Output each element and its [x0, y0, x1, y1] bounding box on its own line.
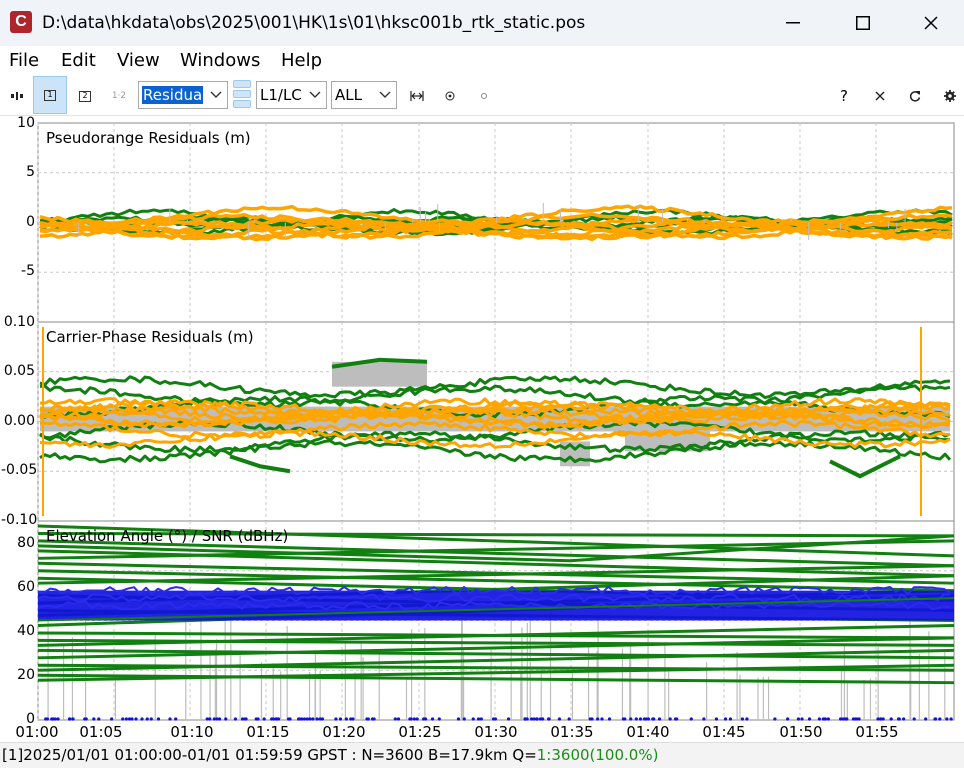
elevation-snr-series	[37, 524, 955, 721]
xtick-label: 01:40	[626, 723, 670, 741]
window-title: D:\data\hkdata\obs\2025\001\HK\1s\01\hks…	[42, 13, 586, 33]
panel-title-elevation-snr: Elevation Angle (°) / SNR (dBHz)	[46, 527, 289, 545]
xtick-label: 01:30	[474, 723, 518, 741]
menu-edit[interactable]: Edit	[61, 50, 96, 71]
gear-icon	[944, 90, 956, 102]
plot-1-label: 1	[44, 89, 56, 101]
ytick-label: -0.05	[1, 462, 38, 478]
xtick-label: 01:15	[246, 723, 290, 741]
maximize-button[interactable]	[828, 0, 898, 46]
plot-2-button[interactable]: 2	[72, 80, 98, 112]
status-text: [1]2025/01/01 01:00:00-01/01 01:59:59 GP…	[2, 746, 537, 764]
frequency-select[interactable]: L1/LC	[256, 81, 327, 109]
settings-button[interactable]	[937, 80, 963, 112]
ytick-label: 80	[17, 535, 35, 551]
plot-2-label: 2	[79, 90, 91, 102]
panel-title-pseudorange: Pseudorange Residuals (m)	[46, 129, 251, 147]
chevron-down-icon	[379, 91, 391, 98]
menu-bar: File Edit View Windows Help	[0, 46, 964, 76]
fit-horizontal-button[interactable]	[404, 80, 430, 112]
plot-area[interactable]: Pseudorange Residuals (m) Carrier-Phase …	[0, 115, 964, 742]
plot-1-button[interactable]: 1	[33, 76, 67, 114]
chevron-down-icon	[309, 91, 321, 98]
minimize-icon	[786, 22, 800, 24]
panel-title-carrier-phase: Carrier-Phase Residuals (m)	[46, 328, 254, 346]
status-bar: [1]2025/01/01 01:00:00-01/01 01:59:59 GP…	[0, 742, 964, 768]
show-points-button[interactable]	[471, 80, 497, 112]
maximize-icon	[856, 16, 870, 30]
target-icon	[445, 91, 455, 101]
xtick-label: 01:45	[702, 723, 746, 741]
pseudorange-series	[39, 203, 953, 242]
title-bar: C D:\data\hkdata\obs\2025\001\HK\1s\01\h…	[0, 0, 964, 46]
reload-icon	[909, 91, 921, 102]
xtick-label: 01:55	[855, 723, 899, 741]
ytick-label: -5	[21, 263, 35, 279]
fit-horizontal-icon	[410, 91, 424, 101]
toolbar: 1 2 1·2 Residua L1/LC ALL ?	[0, 76, 964, 116]
ytick-label: 5	[26, 164, 35, 180]
ytick-label: 60	[17, 579, 35, 595]
reload-button[interactable]	[902, 80, 928, 112]
xtick-label: 01:35	[550, 723, 594, 741]
connect-button[interactable]	[4, 80, 30, 112]
satellite-select[interactable]: ALL	[331, 81, 397, 109]
ytick-label: 0	[26, 711, 35, 727]
close-button[interactable]	[896, 0, 964, 46]
menu-view[interactable]: View	[117, 50, 160, 71]
ytick-label: 40	[17, 623, 35, 639]
ytick-label: 0.10	[3, 314, 35, 330]
close-icon	[924, 16, 938, 30]
plot-type-value: Residua	[142, 86, 204, 104]
ytick-label: 20	[17, 667, 35, 683]
center-origin-button[interactable]	[437, 80, 463, 112]
close-icon	[875, 91, 885, 101]
help-button[interactable]: ?	[831, 80, 857, 112]
ytick-label: 10	[17, 115, 35, 131]
ytick-label: 0.05	[3, 363, 35, 379]
connect-icon	[11, 92, 23, 100]
xtick-label: 01:05	[79, 723, 123, 741]
carrier-phase-series	[39, 326, 952, 517]
plot-layout-toggle[interactable]	[233, 80, 251, 110]
xtick-label: 01:25	[398, 723, 442, 741]
xtick-label: 01:50	[779, 723, 823, 741]
xtick-label: 01:20	[322, 723, 366, 741]
ytick-label: 0	[26, 214, 35, 230]
menu-file[interactable]: File	[9, 50, 40, 71]
ytick-label: 0.00	[3, 413, 35, 429]
quality-text: 1:3600(100.0%)	[536, 746, 659, 764]
residual-plot-canvas[interactable]	[0, 116, 964, 742]
minimize-button[interactable]	[758, 0, 828, 46]
ytick-label: -0.10	[1, 512, 38, 528]
satellite-value: ALL	[335, 86, 362, 104]
menu-windows[interactable]: Windows	[180, 50, 261, 71]
menu-help[interactable]: Help	[281, 50, 323, 71]
circle-icon	[481, 93, 487, 99]
help-icon: ?	[840, 87, 848, 105]
plot-12-label: 1·2	[111, 91, 127, 101]
clear-button[interactable]	[867, 80, 893, 112]
plot-12-button[interactable]: 1·2	[106, 80, 132, 112]
xtick-label: 01:00	[15, 723, 59, 741]
frequency-value: L1/LC	[260, 86, 302, 104]
xtick-label: 01:10	[170, 723, 214, 741]
chevron-down-icon	[210, 91, 222, 98]
app-icon: C	[10, 11, 32, 33]
plot-type-select[interactable]: Residua	[138, 81, 228, 109]
